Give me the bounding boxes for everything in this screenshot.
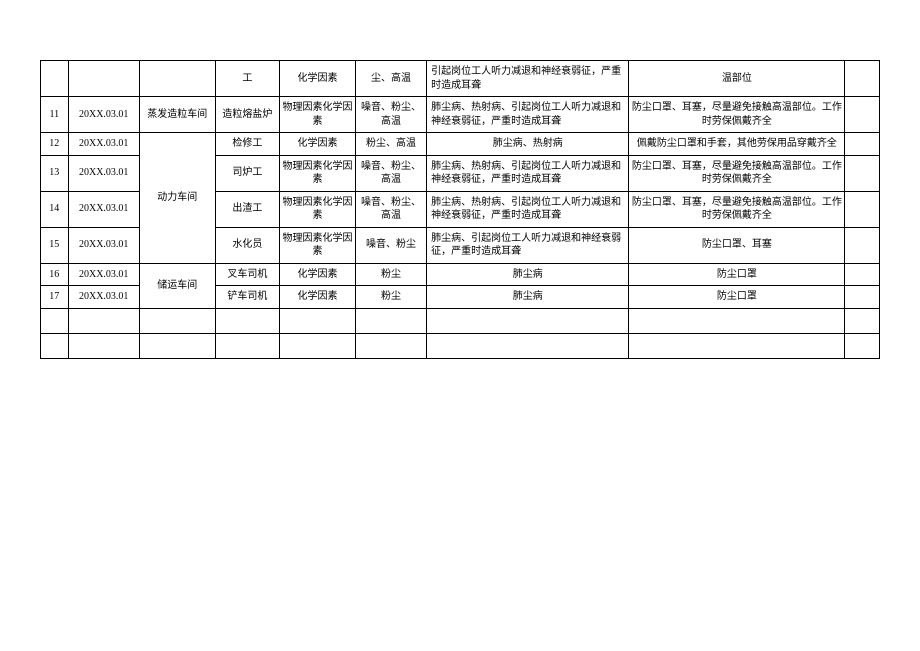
cell-num: 11 xyxy=(41,97,69,133)
cell-last xyxy=(845,155,880,191)
cell-empty xyxy=(215,308,279,333)
cell-measure: 防尘口罩、耳塞 xyxy=(629,227,845,263)
cell-num: 16 xyxy=(41,263,69,286)
cell-job: 出渣工 xyxy=(215,191,279,227)
cell-last xyxy=(845,191,880,227)
cell-measure: 防尘口罩、耳塞，尽量避免接触高温部位。工作时劳保佩戴齐全 xyxy=(629,191,845,227)
cell-workshop: 蒸发造粒车间 xyxy=(139,97,215,133)
hazard-table: 工 化学因素 尘、高温 引起岗位工人听力减退和神经衰弱征，严重时造成耳聋 温部位… xyxy=(40,60,880,359)
cell-risk: 引起岗位工人听力减退和神经衰弱征，严重时造成耳聋 xyxy=(427,61,629,97)
cell-last xyxy=(845,97,880,133)
cell-risk: 肺尘病 xyxy=(427,263,629,286)
cell-hazard: 粉尘 xyxy=(355,286,426,309)
cell-empty xyxy=(629,333,845,358)
cell-workshop xyxy=(139,61,215,97)
cell-num: 14 xyxy=(41,191,69,227)
cell-date: 20XX.03.01 xyxy=(68,263,139,286)
cell-risk: 肺尘病、热射病、引起岗位工人听力减退和神经衰弱征，严重时造成耳聋 xyxy=(427,155,629,191)
cell-workshop: 储运车间 xyxy=(139,263,215,308)
cell-num: 13 xyxy=(41,155,69,191)
cell-factor: 化学因素 xyxy=(280,286,356,309)
cell-empty xyxy=(845,308,880,333)
cell-measure: 防尘口罩、耳塞，尽量避免接触高温部位。工作时劳保佩戴齐全 xyxy=(629,155,845,191)
cell-job: 工 xyxy=(215,61,279,97)
cell-hazard: 噪音、粉尘 xyxy=(355,227,426,263)
cell-measure: 防尘口罩、耳塞，尽量避免接触高温部位。工作时劳保佩戴齐全 xyxy=(629,97,845,133)
cell-empty xyxy=(355,333,426,358)
cell-hazard: 尘、高温 xyxy=(355,61,426,97)
cell-factor: 物理因素化学因素 xyxy=(280,97,356,133)
document-page: 工 化学因素 尘、高温 引起岗位工人听力减退和神经衰弱征，严重时造成耳聋 温部位… xyxy=(0,0,920,651)
cell-factor: 物理因素化学因素 xyxy=(280,227,356,263)
cell-job: 司炉工 xyxy=(215,155,279,191)
table-row: 11 20XX.03.01 蒸发造粒车间 造粒熔盐炉 物理因素化学因素 噪音、粉… xyxy=(41,97,880,133)
cell-factor: 化学因素 xyxy=(280,61,356,97)
cell-empty xyxy=(280,308,356,333)
cell-empty xyxy=(845,333,880,358)
cell-risk: 肺尘病、引起岗位工人听力减退和神经衰弱征，严重时造成耳聋 xyxy=(427,227,629,263)
table-row-empty xyxy=(41,333,880,358)
cell-risk: 肺尘病、热射病、引起岗位工人听力减退和神经衰弱征，严重时造成耳聋 xyxy=(427,97,629,133)
cell-job: 铲车司机 xyxy=(215,286,279,309)
cell-job: 水化员 xyxy=(215,227,279,263)
cell-job: 造粒熔盐炉 xyxy=(215,97,279,133)
cell-risk: 肺尘病、热射病 xyxy=(427,133,629,156)
cell-empty xyxy=(68,308,139,333)
cell-num: 15 xyxy=(41,227,69,263)
cell-empty xyxy=(280,333,356,358)
cell-date: 20XX.03.01 xyxy=(68,227,139,263)
cell-num xyxy=(41,61,69,97)
cell-measure: 佩戴防尘口罩和手套，其他劳保用品穿戴齐全 xyxy=(629,133,845,156)
cell-job: 检修工 xyxy=(215,133,279,156)
cell-job: 叉车司机 xyxy=(215,263,279,286)
cell-measure: 防尘口罩 xyxy=(629,263,845,286)
cell-factor: 化学因素 xyxy=(280,263,356,286)
cell-last xyxy=(845,286,880,309)
cell-empty xyxy=(139,308,215,333)
cell-empty xyxy=(68,333,139,358)
cell-hazard: 粉尘、高温 xyxy=(355,133,426,156)
cell-factor: 物理因素化学因素 xyxy=(280,155,356,191)
cell-last xyxy=(845,61,880,97)
cell-measure: 温部位 xyxy=(629,61,845,97)
cell-num: 12 xyxy=(41,133,69,156)
cell-hazard: 噪音、粉尘、高温 xyxy=(355,155,426,191)
cell-date: 20XX.03.01 xyxy=(68,286,139,309)
cell-date: 20XX.03.01 xyxy=(68,97,139,133)
cell-empty xyxy=(41,308,69,333)
cell-date: 20XX.03.01 xyxy=(68,191,139,227)
table-row-empty xyxy=(41,308,880,333)
cell-empty xyxy=(355,308,426,333)
cell-factor: 物理因素化学因素 xyxy=(280,191,356,227)
cell-empty xyxy=(215,333,279,358)
cell-last xyxy=(845,133,880,156)
cell-hazard: 噪音、粉尘、高温 xyxy=(355,97,426,133)
table-row: 12 20XX.03.01 动力车间 检修工 化学因素 粉尘、高温 肺尘病、热射… xyxy=(41,133,880,156)
cell-hazard: 噪音、粉尘、高温 xyxy=(355,191,426,227)
cell-empty xyxy=(427,333,629,358)
cell-num: 17 xyxy=(41,286,69,309)
cell-hazard: 粉尘 xyxy=(355,263,426,286)
cell-empty xyxy=(41,333,69,358)
cell-measure: 防尘口罩 xyxy=(629,286,845,309)
cell-factor: 化学因素 xyxy=(280,133,356,156)
cell-date: 20XX.03.01 xyxy=(68,155,139,191)
cell-risk: 肺尘病 xyxy=(427,286,629,309)
cell-empty xyxy=(629,308,845,333)
cell-risk: 肺尘病、热射病、引起岗位工人听力减退和神经衰弱征，严重时造成耳聋 xyxy=(427,191,629,227)
cell-empty xyxy=(427,308,629,333)
cell-last xyxy=(845,263,880,286)
table-row: 16 20XX.03.01 储运车间 叉车司机 化学因素 粉尘 肺尘病 防尘口罩 xyxy=(41,263,880,286)
cell-empty xyxy=(139,333,215,358)
cell-workshop: 动力车间 xyxy=(139,133,215,264)
table-row: 工 化学因素 尘、高温 引起岗位工人听力减退和神经衰弱征，严重时造成耳聋 温部位 xyxy=(41,61,880,97)
cell-date xyxy=(68,61,139,97)
cell-last xyxy=(845,227,880,263)
cell-date: 20XX.03.01 xyxy=(68,133,139,156)
